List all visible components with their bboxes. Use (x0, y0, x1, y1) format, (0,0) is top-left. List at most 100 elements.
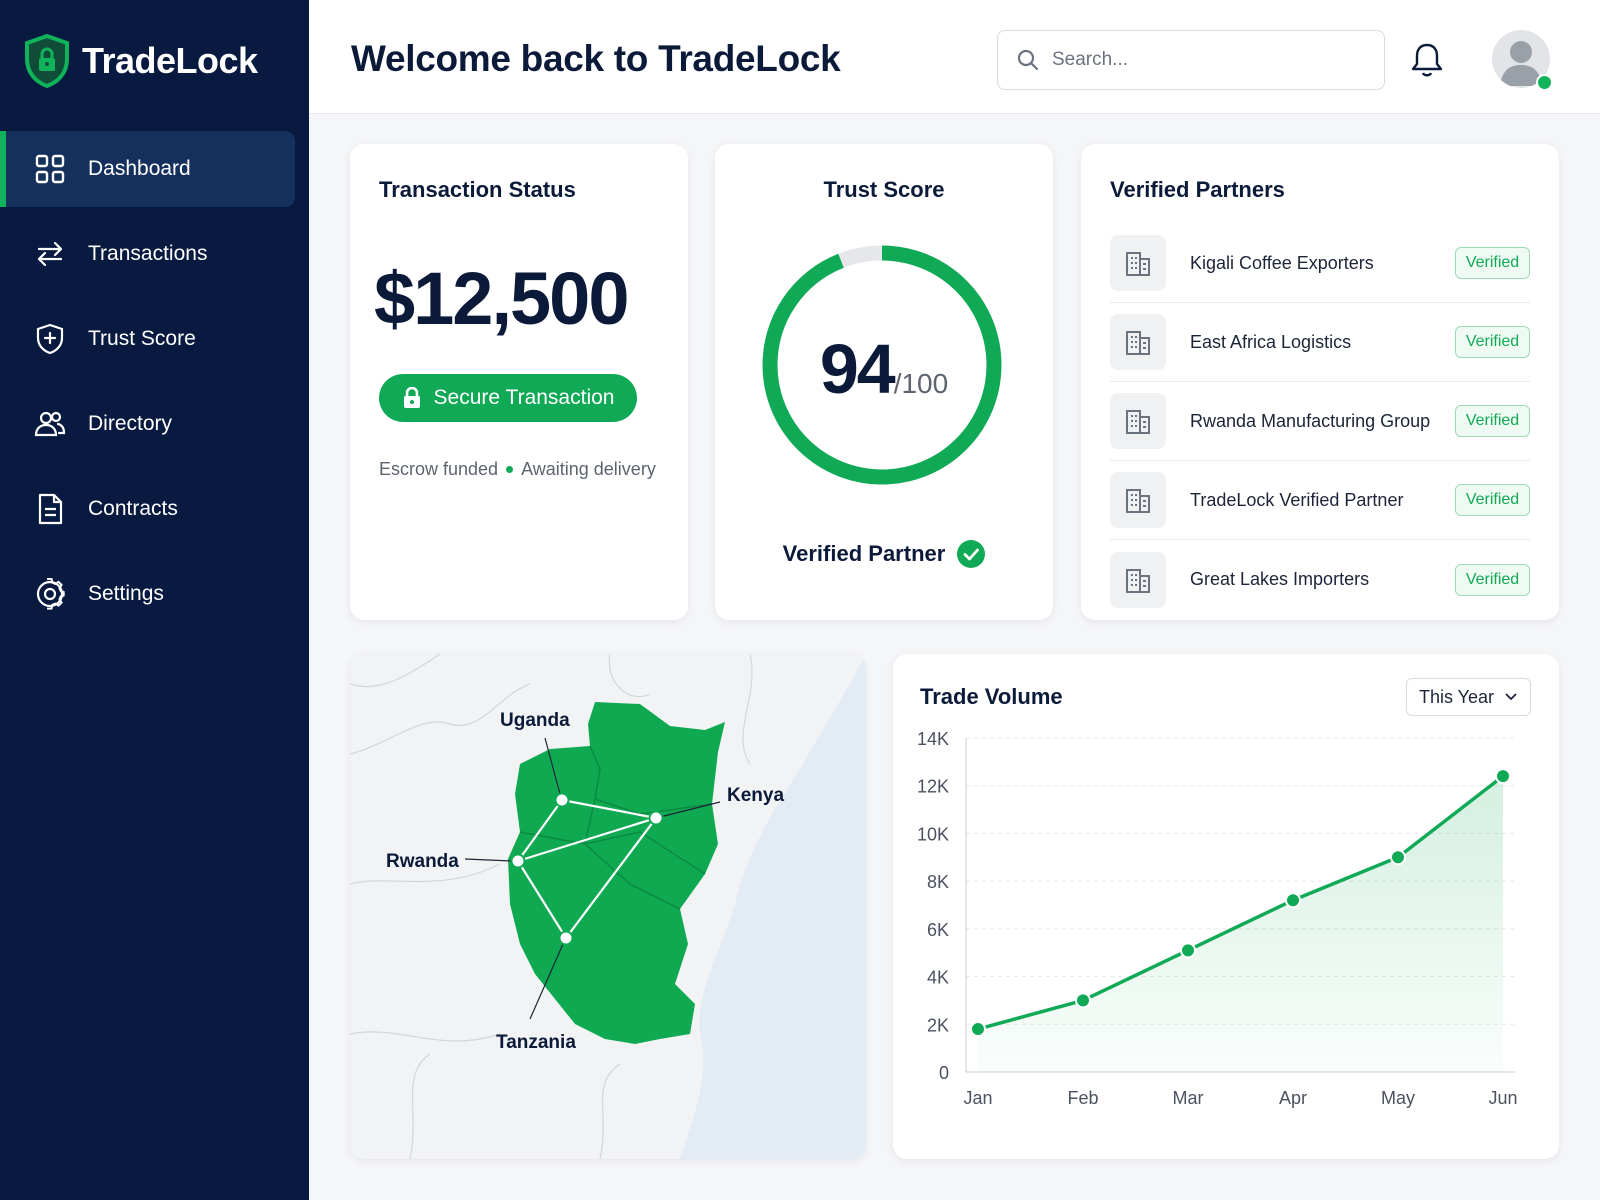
escrow-status: Escrow funded (379, 459, 499, 479)
sidebar-item-label: Contracts (88, 497, 178, 520)
card-title: Trust Score (823, 177, 945, 202)
notifications-bell-icon[interactable] (1410, 42, 1444, 78)
search-box[interactable] (997, 30, 1385, 90)
map-canvas: Uganda Kenya Rwanda Tanzania (350, 654, 866, 1159)
x-tick-label: Jun (1488, 1088, 1517, 1108)
sidebar-item-label: Transactions (88, 242, 208, 265)
area-fill (978, 776, 1503, 1072)
map-label-kenya: Kenya (727, 785, 784, 806)
search-input[interactable] (1052, 49, 1372, 71)
card-title: Transaction Status (379, 177, 576, 202)
sidebar-item-trust-score[interactable]: Trust Score (0, 301, 295, 377)
score-max: /100 (893, 368, 949, 399)
country-borders (350, 654, 753, 1159)
user-silhouette-icon (1500, 41, 1542, 86)
sidebar: TradeLock Dashboard Transactions (0, 0, 309, 1200)
partner-name: Great Lakes Importers (1190, 569, 1370, 589)
brand-logo[interactable]: TradeLock (24, 34, 258, 88)
verified-badge: Verified (1455, 563, 1530, 596)
shield-plus-icon (34, 323, 66, 355)
shield-lock-icon (25, 34, 69, 88)
map-label-rwanda: Rwanda (386, 851, 459, 872)
partner-name: Kigali Coffee Exporters (1190, 252, 1374, 273)
data-point (1390, 849, 1406, 866)
partner-row[interactable]: Rwanda Manufacturing Group Verified (1110, 382, 1530, 461)
page-title: Welcome back to TradeLock (351, 38, 841, 79)
map-label-tanzania: Tanzania (496, 1032, 576, 1053)
sidebar-item-label: Settings (88, 582, 164, 605)
x-tick-label: May (1381, 1088, 1415, 1108)
trade-route-map[interactable]: Uganda Kenya Rwanda Tanzania (350, 654, 866, 1159)
data-point (970, 1021, 986, 1038)
building-icon (1110, 393, 1166, 449)
ocean-area (680, 654, 866, 1159)
secure-transaction-button[interactable]: Secure Transaction (379, 374, 637, 422)
verified-badge: Verified (1455, 484, 1530, 516)
verified-partners-card: Verified Partners Kigali Coffee Exporter… (1081, 144, 1559, 620)
sidebar-item-dashboard[interactable]: Dashboard (0, 131, 295, 207)
sidebar-item-contracts[interactable]: Contracts (0, 471, 295, 547)
status-separator-dot (506, 466, 514, 473)
route-node-rwanda (510, 853, 526, 869)
verified-badge: Verified (1455, 326, 1530, 358)
trade-routes (517, 798, 657, 939)
users-icon (34, 408, 66, 440)
sidebar-item-label: Dashboard (88, 157, 191, 180)
y-tick-label: 6K (927, 920, 949, 940)
partner-list: Kigali Coffee Exporters Verified East Afri… (1110, 224, 1530, 619)
data-point (1075, 992, 1091, 1009)
time-range-value: This Year (1419, 686, 1495, 707)
sidebar-nav: Dashboard Transactions Trust Score (0, 131, 309, 641)
data-point (1180, 942, 1196, 959)
online-status-dot (1536, 74, 1553, 91)
x-tick-label: Feb (1067, 1088, 1098, 1108)
score-number: 94 (819, 330, 896, 408)
partner-row[interactable]: Kigali Coffee Exporters Verified (1110, 224, 1530, 303)
top-header: Welcome back to TradeLock (309, 0, 1600, 114)
transaction-status-card: Transaction Status $12,500 Secure Transa… (350, 144, 688, 620)
search-icon (1017, 49, 1039, 71)
series-line (977, 774, 1505, 1031)
verified-badge: Verified (1455, 405, 1530, 437)
y-tick-label: 12K (917, 777, 949, 797)
partner-name: TradeLock Verified Partner (1190, 489, 1404, 510)
trust-score-value: 94/100 (715, 329, 1053, 409)
trust-score-card: Trust Score 94/100 Verified Partner (715, 144, 1053, 620)
document-icon (34, 493, 66, 525)
verified-badge: Verified (1455, 247, 1530, 279)
y-tick-label: 8K (927, 872, 949, 892)
y-tick-label: 0 (939, 1063, 949, 1083)
y-tick-label: 4K (927, 968, 949, 988)
brand-name: TradeLock (82, 40, 258, 81)
x-tick-label: Jan (963, 1088, 992, 1108)
trade-volume-card: Trade Volume This Year 0 2K 4K 6K 8K 10K 12K 14… (893, 654, 1559, 1159)
partner-row[interactable]: Great Lakes Importers Verified (1110, 540, 1530, 619)
partner-name: East Africa Logistics (1190, 331, 1352, 352)
gear-icon (34, 578, 66, 610)
sidebar-item-label: Directory (88, 412, 173, 435)
sidebar-item-directory[interactable]: Directory (0, 386, 295, 462)
data-point (1495, 768, 1511, 785)
route-nodes (510, 792, 664, 946)
route-node-tanzania (558, 930, 574, 946)
building-icon (1110, 472, 1166, 528)
partner-row[interactable]: East Africa Logistics Verified (1110, 303, 1530, 382)
partner-name: Rwanda Manufacturing Group (1190, 410, 1431, 431)
label-leaders (464, 737, 721, 1020)
arrows-exchange-icon (34, 238, 66, 270)
building-icon (1110, 235, 1166, 291)
sidebar-item-settings[interactable]: Settings (0, 556, 295, 632)
chart-title: Trade Volume (920, 684, 1063, 709)
x-tick-label: Apr (1279, 1088, 1307, 1108)
y-tick-label: 14K (917, 729, 949, 749)
check-circle-icon (957, 540, 986, 568)
partner-row[interactable]: TradeLock Verified Partner Verified (1110, 461, 1530, 540)
time-range-select[interactable]: This Year (1406, 678, 1531, 716)
sidebar-item-transactions[interactable]: Transactions (0, 216, 295, 292)
verified-partner-text: Verified Partner (782, 541, 946, 566)
gauge-fill (762, 245, 1002, 485)
delivery-status: Awaiting delivery (521, 459, 656, 479)
sidebar-item-label: Trust Score (88, 327, 196, 350)
transaction-amount: $12,500 (374, 257, 629, 340)
chevron-down-icon (1505, 693, 1517, 701)
